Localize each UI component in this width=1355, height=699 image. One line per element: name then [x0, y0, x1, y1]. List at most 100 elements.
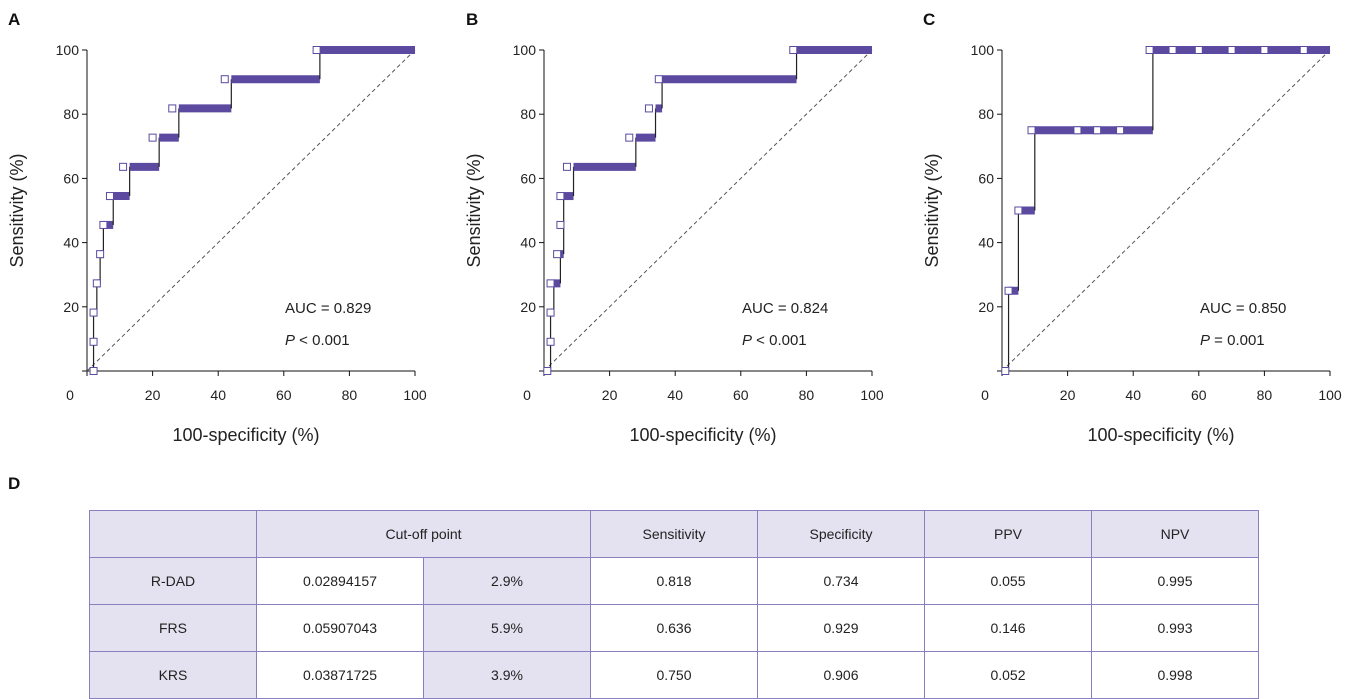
auc-label: AUC = 0.850	[1200, 300, 1286, 317]
x-tick-label: 0	[523, 387, 531, 403]
p-value-label: P = 0.001	[1200, 332, 1265, 349]
y-axis-title: Sensitivity (%)	[922, 153, 942, 267]
panel-letter-d: D	[8, 474, 21, 493]
y-tick-label: 80	[63, 106, 79, 122]
roc-chart-a: 20 40 60 80 100 0 20 40 60 80 100 100-specificity (…	[7, 42, 427, 445]
cutoff-point	[625, 133, 634, 142]
table-header-cutoff: Cut-off point	[256, 510, 591, 558]
npv-cell: 0.998	[1091, 651, 1259, 699]
ppv-cell: 0.055	[924, 557, 1092, 605]
npv-cell: 0.993	[1091, 604, 1259, 652]
x-tick-label: 100	[860, 387, 884, 403]
x-tick-label: 60	[1191, 387, 1207, 403]
ppv-cell: 0.146	[924, 604, 1092, 652]
sensitivity-cell: 0.818	[590, 557, 758, 605]
cutoff-point	[1001, 367, 1010, 375]
cutoff-percent: 2.9%	[423, 557, 591, 605]
x-axis-title: 100-specificity (%)	[629, 425, 776, 445]
table-header-blank	[89, 510, 257, 558]
y-tick-label: 40	[63, 235, 79, 251]
cutoff-point	[1093, 126, 1102, 135]
cutoff-point	[556, 220, 565, 229]
y-tick-label: 40	[520, 235, 536, 251]
x-axis-title: 100-specificity (%)	[1087, 425, 1234, 445]
panel-letter-c: C	[923, 10, 936, 29]
x-axis-title: 100-specificity (%)	[172, 425, 319, 445]
table-header-row: Cut-off point Sensitivity Specificity PP…	[89, 510, 1259, 558]
cutoff-point	[546, 337, 555, 346]
cutoff-point	[1014, 206, 1023, 215]
auc-label: AUC = 0.824	[742, 300, 828, 317]
x-tick-label: 80	[342, 387, 358, 403]
cutoff-percent: 3.9%	[423, 651, 591, 699]
roc-chart-c: 20 40 60 80 100 0 20 40 60 80 100 100-specificity (…	[922, 42, 1342, 445]
cutoff-point	[1260, 46, 1269, 54]
metrics-table: Cut-off point Sensitivity Specificity PP…	[89, 510, 1259, 699]
x-tick-label: 0	[981, 387, 989, 403]
y-tick-label: 100	[56, 42, 80, 58]
table-header-npv: NPV	[1091, 510, 1259, 558]
cutoff-percent: 5.9%	[423, 604, 591, 652]
y-tick-label: 60	[520, 170, 536, 186]
x-tick-label: 80	[799, 387, 815, 403]
specificity-cell: 0.929	[757, 604, 925, 652]
ppv-cell: 0.052	[924, 651, 1092, 699]
y-tick-label: 60	[63, 170, 79, 186]
y-tick-label: 100	[971, 42, 995, 58]
table-row: R-DAD 0.02894157 2.9% 0.818 0.734 0.055 …	[89, 557, 1259, 605]
y-tick-label: 20	[520, 299, 536, 315]
x-tick-label: 40	[1125, 387, 1141, 403]
cutoff-point	[1194, 46, 1203, 54]
cutoff-point	[1168, 46, 1177, 54]
y-tick-label: 40	[978, 235, 994, 251]
panel-letter-a: A	[8, 10, 21, 29]
reference-line	[86, 49, 416, 372]
cutoff-point	[546, 279, 555, 288]
cutoff-point	[119, 162, 128, 171]
y-tick-label: 60	[978, 170, 994, 186]
cutoff-value: 0.02894157	[256, 557, 424, 605]
cutoff-point	[168, 104, 177, 113]
cutoff-point	[89, 367, 98, 375]
x-tick-label: 40	[210, 387, 226, 403]
cutoff-point	[105, 192, 114, 201]
cutoff-point	[1073, 126, 1082, 135]
cutoff-point	[1145, 46, 1154, 54]
cutoff-value: 0.03871725	[256, 651, 424, 699]
p-value-label: P < 0.001	[742, 332, 807, 349]
x-tick-label: 20	[1060, 387, 1076, 403]
table-header-ppv: PPV	[924, 510, 1092, 558]
y-tick-label: 80	[520, 106, 536, 122]
cutoff-point	[553, 250, 562, 259]
cutoff-point	[1227, 46, 1236, 54]
specificity-cell: 0.906	[757, 651, 925, 699]
cutoff-point	[96, 250, 105, 259]
row-label: R-DAD	[89, 557, 257, 605]
table-row: KRS 0.03871725 3.9% 0.750 0.906 0.052 0.…	[89, 651, 1259, 699]
p-value-label: P < 0.001	[285, 332, 350, 349]
cutoff-point	[543, 367, 552, 375]
cutoff-point	[1027, 126, 1036, 135]
table-header-specificity: Specificity	[757, 510, 925, 558]
cutoff-point	[1004, 286, 1013, 295]
cutoff-point	[312, 46, 321, 54]
npv-cell: 0.995	[1091, 557, 1259, 605]
x-tick-label: 80	[1257, 387, 1273, 403]
x-tick-label: 100	[1318, 387, 1342, 403]
x-tick-label: 60	[276, 387, 292, 403]
reference-line	[543, 49, 873, 372]
cutoff-point	[99, 220, 108, 229]
roc-charts: 20 40 60 80 100 0 20 40 60 80 100 100-specificity (…	[7, 42, 1342, 445]
roc-chart-b: 20 40 60 80 100 0 20 40 60 80 100 100-specificity (…	[464, 42, 884, 445]
y-tick-label: 20	[63, 299, 79, 315]
cutoff-point	[220, 75, 229, 84]
x-tick-label: 100	[403, 387, 427, 403]
x-tick-label: 20	[602, 387, 618, 403]
x-tick-label: 40	[667, 387, 683, 403]
reference-line	[1001, 49, 1331, 372]
cutoff-point	[546, 308, 555, 317]
cutoff-point	[556, 192, 565, 201]
sensitivity-cell: 0.750	[590, 651, 758, 699]
y-tick-label: 80	[978, 106, 994, 122]
cutoff-point	[148, 133, 157, 142]
